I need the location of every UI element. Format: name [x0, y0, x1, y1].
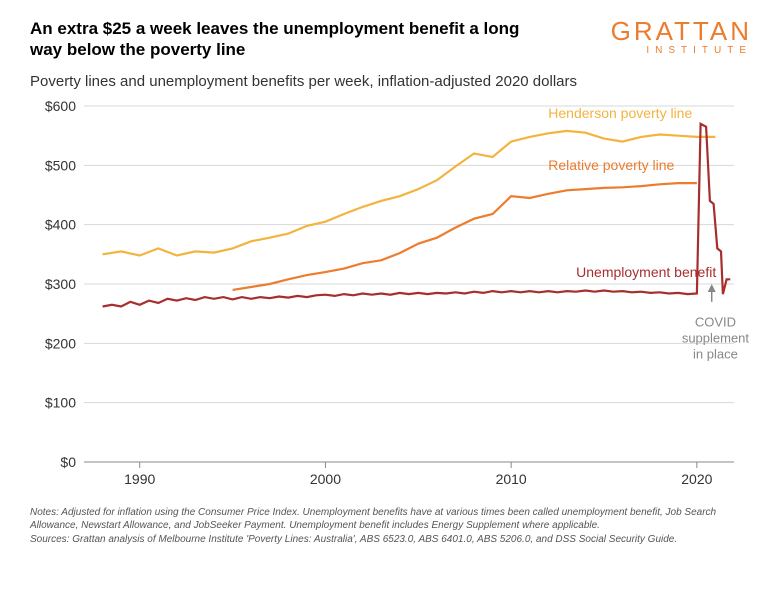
annotation-text: COVID — [695, 314, 736, 329]
footnote-sources: Sources: Grattan analysis of Melbourne I… — [30, 533, 752, 547]
y-tick-label: $0 — [60, 454, 76, 470]
annotation-arrowhead — [708, 284, 716, 292]
y-tick-label: $200 — [45, 335, 76, 351]
chart-header: An extra $25 a week leaves the unemploym… — [0, 0, 782, 69]
logo-main-text: GRATTAN — [611, 18, 752, 44]
x-tick-label: 1990 — [124, 471, 155, 487]
series-label: Unemployment benefit — [576, 263, 716, 279]
logo-sub-text: INSTITUTE — [611, 46, 752, 56]
annotation-text: supplement — [682, 330, 750, 345]
x-tick-label: 2020 — [681, 471, 712, 487]
footnote-notes: Notes: Adjusted for inflation using the … — [30, 506, 752, 533]
y-tick-label: $600 — [45, 98, 76, 114]
x-tick-label: 2000 — [310, 471, 341, 487]
y-tick-label: $500 — [45, 157, 76, 173]
y-tick-label: $400 — [45, 216, 76, 232]
x-tick-label: 2010 — [496, 471, 527, 487]
annotation-text: in place — [693, 346, 738, 361]
y-tick-label: $100 — [45, 394, 76, 410]
chart-footnotes: Notes: Adjusted for inflation using the … — [0, 496, 782, 547]
series-label: Henderson poverty line — [548, 104, 692, 120]
grattan-logo: GRATTAN INSTITUTE — [611, 18, 752, 56]
chart-area: $0 $100 $200 $300 $400 $500 $600 1990 2000 2010 20… — [30, 96, 752, 496]
series-line — [103, 130, 716, 255]
y-tick-label: $300 — [45, 276, 76, 292]
line-chart-svg: $0 $100 $200 $300 $400 $500 $600 1990 2000 2010 20… — [30, 96, 752, 496]
chart-subtitle: Poverty lines and unemployment benefits … — [0, 69, 782, 96]
chart-title: An extra $25 a week leaves the unemploym… — [30, 18, 530, 61]
series-label: Relative poverty line — [548, 157, 674, 173]
